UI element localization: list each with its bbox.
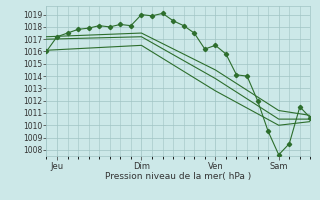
X-axis label: Pression niveau de la mer( hPa ): Pression niveau de la mer( hPa ) — [105, 172, 252, 181]
